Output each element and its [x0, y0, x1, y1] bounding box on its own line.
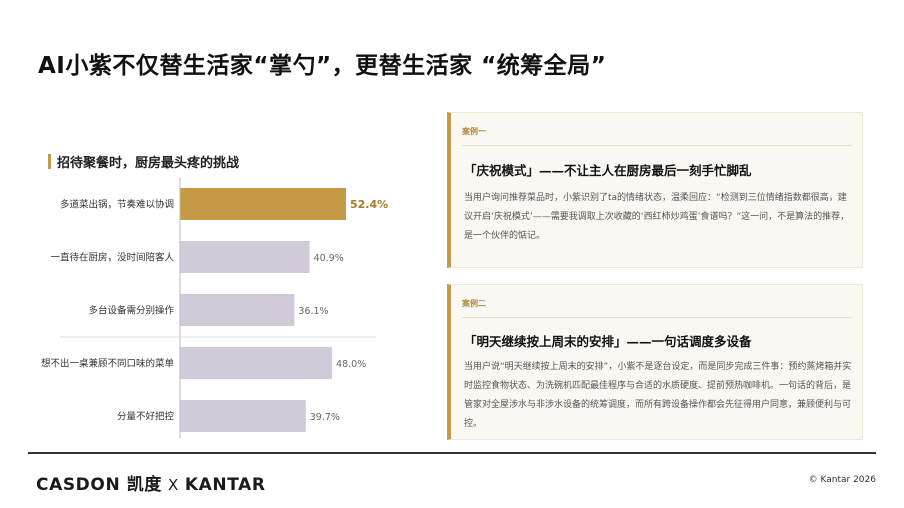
case-card-1: 案例一 「庆祝模式」——不让主人在厨房最后一刻手忙脚乱 当用户询问推荐菜品时，小…	[447, 112, 863, 268]
brand-logo: CASDON 凯度 X KANTAR	[36, 470, 266, 495]
category-label: 想不出一桌兼顾不同口味的菜单	[41, 358, 175, 370]
case-1-tag: 案例一	[462, 127, 486, 136]
bar	[180, 400, 306, 432]
page-title: AI小紫不仅替生活家“掌勺”，更替生活家 “统筹全局”	[38, 53, 607, 79]
category-label: 多道菜出锅，节奏难以协调	[60, 199, 174, 211]
bar	[180, 188, 346, 220]
case-1-divider	[462, 145, 852, 146]
value-label: 48.0%	[336, 359, 366, 370]
logo-separator: X	[168, 476, 179, 494]
bar	[180, 347, 333, 379]
case-2-divider	[462, 317, 852, 318]
case-1-title: 「庆祝模式」——不让主人在厨房最后一刻手忙脚乱	[464, 163, 752, 178]
category-label: 分量不好把控	[117, 411, 175, 423]
footer-divider	[28, 452, 876, 454]
kantar-logo-text: KANTAR	[184, 475, 266, 495]
value-label: 40.9%	[314, 253, 344, 264]
chart-heading-text: 招待聚餐时，厨房最头疼的挑战	[57, 156, 240, 171]
case-2-tag: 案例二	[462, 299, 486, 308]
case-1-body: 当用户询问推荐菜品时，小紫识别了ta的情绪状态，温柔回应：“检测到三位情绪指数都…	[464, 193, 850, 241]
copyright-text: © Kantar 2026	[808, 475, 876, 485]
value-label: 36.1%	[298, 306, 328, 317]
case-2-body: 当用户说“明天继续按上周末的安排”，小紫不是逐台设定，而是同步完成三件事：预约蒸…	[464, 362, 852, 429]
case-2-title: 「明天继续按上周末的安排」——一句话调度多设备	[464, 334, 752, 349]
bar-chart: 多道菜出锅，节奏难以协调 52.4% 一直待在厨房，没时间陪客人 40.9% 多台设备需…	[41, 178, 388, 438]
casdon-logo-text: CASDON 凯度	[36, 475, 162, 495]
bar	[180, 294, 295, 326]
category-label: 多台设备需分别操作	[88, 305, 174, 317]
value-label: 52.4%	[350, 198, 388, 211]
category-label: 一直待在厨房，没时间陪客人	[50, 252, 174, 264]
chart-heading: 招待聚餐时，厨房最头疼的挑战	[48, 152, 239, 171]
bar	[180, 241, 310, 273]
value-label: 39.7%	[310, 412, 340, 423]
heading-accent-bar	[48, 154, 51, 169]
case-card-2: 案例二 「明天继续按上周末的安排」——一句话调度多设备 当用户说“明天继续按上周…	[447, 284, 863, 440]
